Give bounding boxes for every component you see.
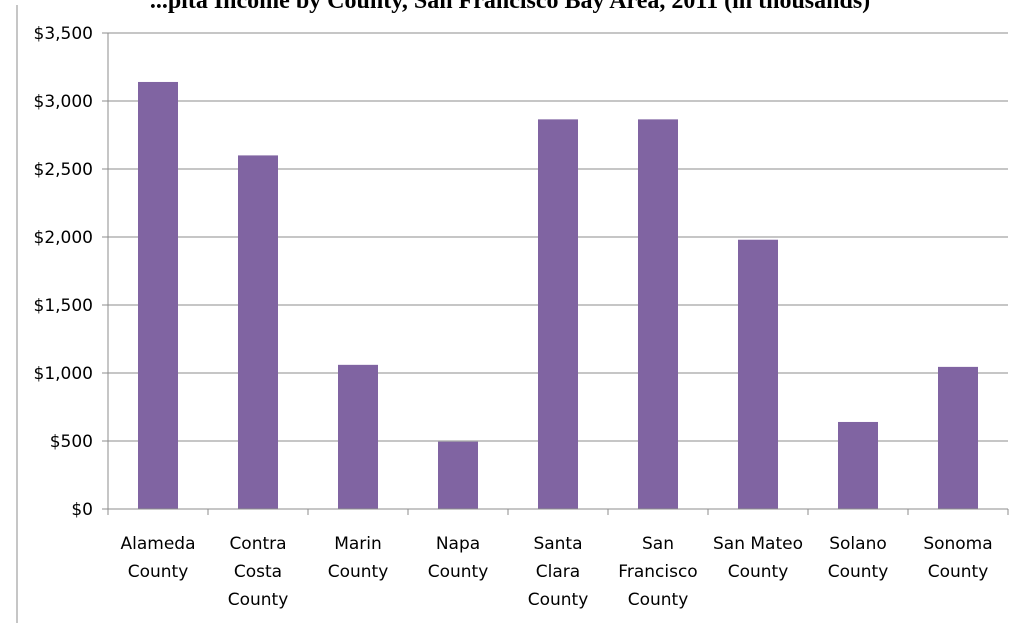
x-tick-label: Contra Costa County — [228, 534, 289, 610]
x-axis-tick-labels: Alameda County Contra Costa County Marin Count… — [121, 534, 993, 610]
x-tick-label: Sonoma County — [923, 534, 992, 582]
x-tick-label: Santa Clara County — [528, 534, 589, 610]
x-tick-label: San Francisco County — [618, 534, 697, 610]
y-tick-label: $2,500 — [34, 160, 93, 180]
y-tick-label: $3,500 — [34, 24, 93, 44]
x-tick-label: Napa County — [428, 534, 489, 582]
x-tick-label: San Mateo County — [713, 534, 803, 582]
bar — [638, 119, 678, 510]
bar — [338, 364, 378, 509]
bar — [738, 239, 778, 509]
x-tick-label: Alameda County — [121, 534, 196, 582]
y-tick-label: $2,000 — [34, 228, 93, 248]
x-tick-label: Solano County — [828, 534, 889, 582]
bars — [138, 81, 978, 510]
bar — [438, 441, 478, 509]
x-tick-label: Marin County — [328, 534, 389, 582]
bar — [938, 366, 978, 509]
y-tick-label: $1,000 — [34, 364, 93, 384]
axes — [102, 32, 1009, 515]
y-tick-label: $1,500 — [34, 296, 93, 316]
bar — [838, 421, 878, 509]
y-tick-label: $0 — [71, 500, 93, 520]
bar — [238, 155, 278, 509]
y-tick-label: $500 — [50, 432, 93, 452]
y-tick-label: $3,000 — [34, 92, 93, 112]
y-axis-tick-labels: $0 $500 $1,000 $1,500 $2,000 $2,500 $3,000 $3,5… — [34, 24, 93, 520]
bar — [538, 119, 578, 510]
bar — [138, 81, 178, 510]
chart-title: ...pita Income by County, San Francisco … — [149, 0, 871, 14]
